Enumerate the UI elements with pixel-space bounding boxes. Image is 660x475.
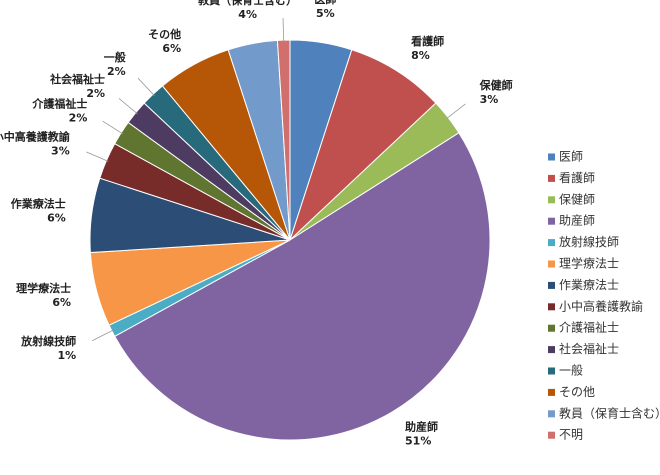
legend-swatch: [548, 367, 555, 375]
leader-line: [92, 329, 114, 342]
legend-label: 不明: [559, 428, 583, 442]
data-label-name: 看護師: [411, 34, 444, 48]
data-label-value: 8%: [411, 49, 430, 62]
data-label-name: 保健師: [479, 78, 513, 92]
legend-label: 放射線技師: [559, 234, 619, 249]
legend-label: 理学療法士: [559, 256, 619, 271]
data-label-value: 1%: [273, 0, 292, 3]
legend-label: 小中高養護教諭: [559, 298, 643, 313]
legend-label: 一般: [559, 363, 583, 378]
data-label-value: 2%: [69, 111, 88, 124]
data-label-value: 6%: [47, 212, 66, 225]
legend-swatch: [548, 303, 555, 311]
data-label-value: 6%: [52, 296, 71, 309]
legend-label: 保健師: [559, 192, 595, 206]
data-label-value: 4%: [238, 8, 257, 21]
data-label-value: 2%: [86, 87, 105, 100]
leader-line: [86, 151, 109, 162]
legend-swatch: [548, 260, 555, 268]
legend-label: 教員（保育士含む）: [559, 405, 660, 420]
legend-swatch: [548, 388, 555, 396]
data-label-name: 助産師: [405, 420, 438, 434]
data-label-name: 小中高養護教諭: [0, 130, 71, 144]
leader-line: [446, 103, 466, 119]
data-label-value: 5%: [316, 7, 335, 20]
legend-swatch: [548, 174, 555, 182]
data-label-value: 6%: [162, 42, 181, 55]
legend-label: 医師: [559, 150, 583, 164]
leader-line: [118, 98, 138, 115]
data-label-name: 一般: [104, 50, 126, 64]
data-label-value: 2%: [107, 65, 126, 78]
leader-line: [137, 77, 155, 96]
legend-label: その他: [559, 385, 595, 399]
legend-swatch: [548, 239, 555, 247]
legend-swatch: [548, 281, 555, 289]
data-label-name: 社会福祉士: [49, 72, 105, 86]
pie-slice: [289, 49, 437, 241]
legend-label: 介護福祉士: [559, 320, 619, 335]
legend-swatch: [548, 431, 555, 439]
legend-swatch: [548, 324, 555, 332]
legend-swatch: [548, 346, 555, 354]
legend-label: 作業療法士: [559, 278, 619, 292]
legend-swatch: [548, 196, 555, 204]
legend-swatch: [548, 217, 555, 225]
data-label-name: 理学療法士: [16, 281, 71, 295]
data-label-name: 放射線技師: [20, 334, 76, 348]
data-label-name: 医師: [314, 0, 336, 6]
data-label-value: 1%: [57, 349, 76, 362]
data-label-name: 介護福祉士: [31, 96, 87, 110]
leader-line: [282, 18, 285, 43]
legend-swatch: [548, 410, 555, 418]
legend-label: 助産師: [559, 213, 595, 228]
data-label-name: その他: [148, 27, 181, 41]
data-label-value: 3%: [480, 93, 499, 106]
data-label-value: 3%: [51, 145, 70, 158]
legend-label: 看護師: [559, 170, 595, 185]
data-label-value: 51%: [405, 435, 431, 448]
leader-line: [102, 120, 124, 135]
pie-slice: [114, 132, 491, 441]
legend-swatch: [548, 153, 555, 161]
data-label-name: 作業療法士: [11, 197, 66, 211]
data-label-name: 教員（保育士含む）: [197, 0, 297, 7]
legend-label: 社会福祉士: [559, 341, 619, 356]
